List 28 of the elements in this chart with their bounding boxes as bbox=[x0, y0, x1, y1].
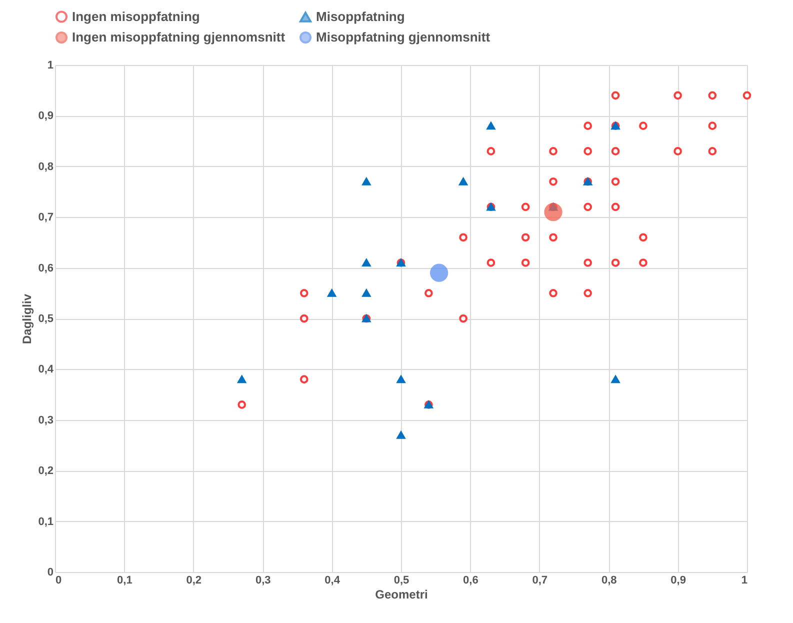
y-tick-label: 0 bbox=[47, 566, 54, 578]
x-tick-label: 0 bbox=[56, 574, 62, 586]
y-tick-label: 0,1 bbox=[38, 516, 54, 528]
x-axis-title: Geometri bbox=[375, 588, 428, 602]
y-axis-title: Dagligliv bbox=[20, 294, 34, 344]
x-tick-label: 0,1 bbox=[117, 574, 132, 586]
y-tick-label: 0,9 bbox=[38, 110, 54, 122]
y-tick-label: 0,5 bbox=[38, 313, 54, 325]
y-tick-label: 0,3 bbox=[38, 414, 54, 426]
x-tick-label: 0,6 bbox=[463, 574, 478, 586]
legend-label: Misoppfatning gjennomsnitt bbox=[316, 30, 491, 44]
legend-label: Ingen misoppfatning bbox=[72, 8, 200, 24]
x-tick-label: 0,7 bbox=[532, 574, 548, 586]
y-tick-label: 1 bbox=[47, 60, 54, 72]
legend-label: Misoppfatning bbox=[316, 9, 405, 24]
x-tick-label: 0,3 bbox=[255, 574, 271, 586]
x-tick-label: 0,5 bbox=[394, 574, 410, 586]
x-tick-label: 0,2 bbox=[186, 574, 202, 586]
x-tick-label: 1 bbox=[741, 574, 748, 586]
x-tick-label: 0,9 bbox=[670, 574, 686, 586]
y-tick-label: 0,4 bbox=[38, 364, 54, 376]
y-tick-label: 0,2 bbox=[38, 465, 54, 478]
x-tick-label: 0,4 bbox=[324, 574, 341, 586]
y-tick-label: 0,6 bbox=[38, 262, 54, 274]
y-tick-label: 0,8 bbox=[38, 160, 54, 173]
y-tick-label: 0,7 bbox=[38, 212, 54, 224]
legend-label: Ingen misoppfatning gjennomsnitt bbox=[72, 30, 286, 44]
x-tick-label: 0,8 bbox=[601, 574, 617, 586]
